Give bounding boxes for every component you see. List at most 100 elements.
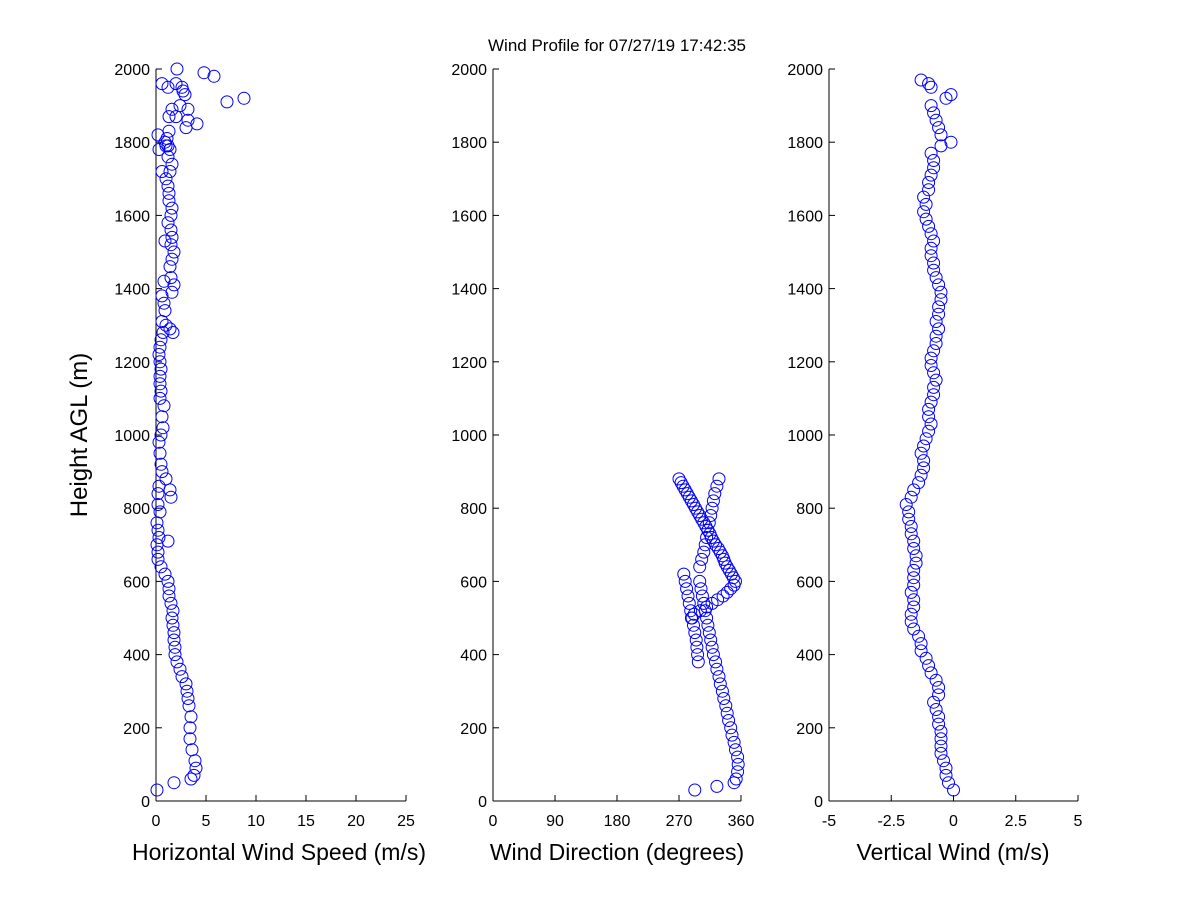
speed-point — [165, 285, 179, 299]
vertical-markers — [899, 73, 960, 797]
direction-y-tick-label: 1000 — [451, 428, 487, 445]
direction-point — [731, 750, 745, 764]
vertical-point — [937, 754, 950, 768]
speed-point — [163, 260, 177, 274]
speed-point — [164, 208, 178, 222]
vertical-point — [919, 432, 933, 446]
speed-point — [170, 655, 184, 669]
direction-point — [690, 640, 704, 654]
vertical-point — [934, 285, 948, 299]
direction-point — [731, 757, 745, 771]
speed-point — [155, 465, 169, 479]
vertical-point — [912, 476, 926, 490]
speed-y-tick-label: 2000 — [114, 62, 150, 79]
speed-point — [159, 472, 173, 486]
speed-point — [167, 626, 181, 640]
figure-title: Wind Profile for 07/27/19 17:42:35 — [488, 36, 746, 55]
direction-point — [687, 618, 700, 632]
vertical-point — [907, 483, 921, 497]
speed-point — [183, 732, 197, 746]
vertical-point — [929, 673, 943, 687]
vertical-point — [909, 556, 923, 570]
vertical-y-tick-label: 800 — [796, 501, 823, 518]
vertical-y-tick-label: 1000 — [787, 428, 823, 445]
direction-x-tick-label: 0 — [489, 813, 498, 830]
speed-point — [156, 421, 170, 435]
direction-y-tick-label: 1800 — [451, 135, 487, 152]
direction-y-tick-label: 2000 — [451, 62, 487, 79]
direction-markers — [672, 472, 745, 797]
direction-point — [695, 589, 709, 603]
speed-point — [179, 677, 193, 691]
vertical-point — [904, 615, 918, 629]
speed-point — [163, 322, 177, 336]
direction-point — [676, 479, 690, 493]
direction-point — [706, 534, 720, 548]
direction-point — [689, 501, 702, 515]
speed-point — [156, 326, 170, 339]
vertical-point — [934, 128, 948, 142]
direction-point — [682, 490, 696, 504]
speed-point — [180, 684, 194, 698]
direction-point — [695, 512, 709, 526]
speed-point — [220, 95, 234, 109]
vertical-point — [944, 135, 958, 149]
direction-point — [688, 626, 702, 640]
vertical-point — [922, 424, 936, 438]
vertical-point — [902, 512, 916, 526]
speed-point — [181, 113, 195, 127]
vertical-point — [929, 337, 943, 350]
direction-point — [693, 509, 707, 522]
speed-point — [184, 772, 198, 786]
direction-point — [693, 604, 707, 618]
vertical-x-tick-label: 0 — [949, 813, 958, 830]
vertical-point — [932, 688, 946, 702]
speed-point — [157, 274, 171, 288]
vertical-point — [924, 168, 938, 182]
speed-x-tick-label: 5 — [202, 813, 211, 830]
direction-point — [711, 542, 725, 555]
speed-point — [161, 216, 175, 230]
vertical-y-tick-label: 1400 — [787, 282, 823, 299]
vertical-point — [927, 154, 941, 167]
speed-point — [161, 574, 175, 588]
direction-point — [702, 626, 716, 640]
direction-point — [688, 783, 702, 797]
speed-point — [169, 77, 183, 91]
vertical-point — [907, 622, 921, 636]
speed-point — [183, 721, 197, 735]
direction-point — [720, 585, 734, 599]
vertical-point — [932, 307, 946, 321]
vertical-point — [917, 454, 931, 468]
direction-point — [706, 648, 720, 662]
speed-point — [159, 318, 173, 332]
speed-point — [164, 596, 178, 610]
direction-x-axis-label: Wind Direction (degrees) — [490, 839, 744, 865]
direction-y-tick-label: 1200 — [451, 355, 487, 372]
speed-point — [166, 604, 180, 618]
direction-point — [715, 684, 729, 698]
speed-point — [154, 333, 168, 347]
speed-point — [165, 230, 179, 244]
speed-point — [151, 128, 165, 142]
vertical-point — [947, 783, 960, 797]
direction-point — [708, 487, 722, 501]
direction-point — [706, 494, 720, 508]
direction-point — [726, 571, 740, 585]
direction-point — [677, 567, 691, 581]
direction-point — [716, 589, 730, 603]
direction-point — [697, 516, 711, 530]
direction-point — [720, 560, 734, 574]
speed-x-tick-label: 10 — [247, 813, 265, 830]
direction-y-tick-label: 400 — [460, 648, 487, 665]
speed-point — [153, 355, 167, 369]
vertical-point — [904, 527, 918, 541]
direction-point — [697, 596, 711, 610]
vertical-point — [939, 91, 953, 105]
speed-point — [165, 201, 179, 215]
speed-point — [152, 143, 166, 156]
vertical-point — [929, 113, 943, 127]
vertical-point — [917, 190, 931, 204]
speed-point — [159, 172, 173, 186]
